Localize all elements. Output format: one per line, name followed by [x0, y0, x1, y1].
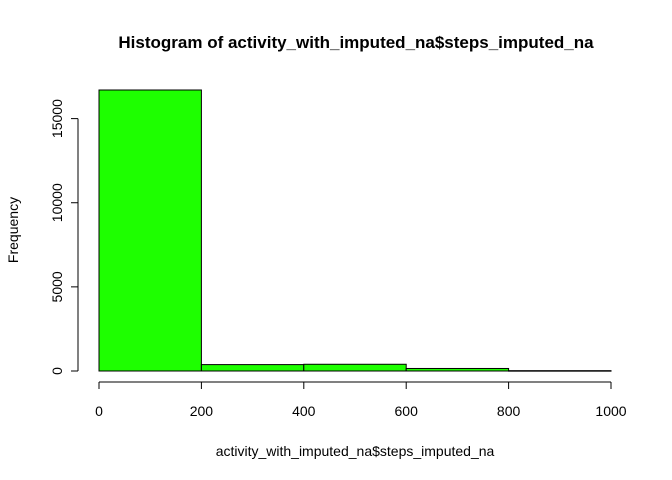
x-tick-label-1: 200 [190, 403, 214, 419]
y-tick-label-1: 5000 [49, 271, 65, 302]
histogram-bar-1 [200, 364, 305, 372]
x-axis-label: activity_with_imputed_na$steps_imputed_n… [216, 443, 495, 459]
y-tick-label-3: 15000 [49, 99, 65, 138]
chart-title: Histogram of activity_with_imputed_na$st… [118, 33, 594, 52]
histogram-bar-2 [303, 363, 407, 372]
histogram-bar-4 [508, 370, 612, 372]
histogram-bar-0 [98, 89, 202, 372]
histogram-bar-3 [405, 367, 510, 372]
x-tick-label-0: 0 [95, 403, 103, 419]
bars-group [98, 89, 612, 372]
x-tick-label-3: 600 [395, 403, 419, 419]
x-tick-label-4: 800 [497, 403, 521, 419]
y-axis-ticks: 0 5000 10000 15000 [49, 99, 78, 375]
x-tick-label-2: 400 [292, 403, 316, 419]
x-tick-label-5: 1000 [595, 403, 626, 419]
y-axis-label: Frequency [5, 197, 21, 263]
x-axis-ticks: 0 200 400 600 800 1000 [95, 382, 627, 419]
y-tick-label-0: 0 [49, 367, 65, 375]
y-tick-label-2: 10000 [49, 183, 65, 222]
